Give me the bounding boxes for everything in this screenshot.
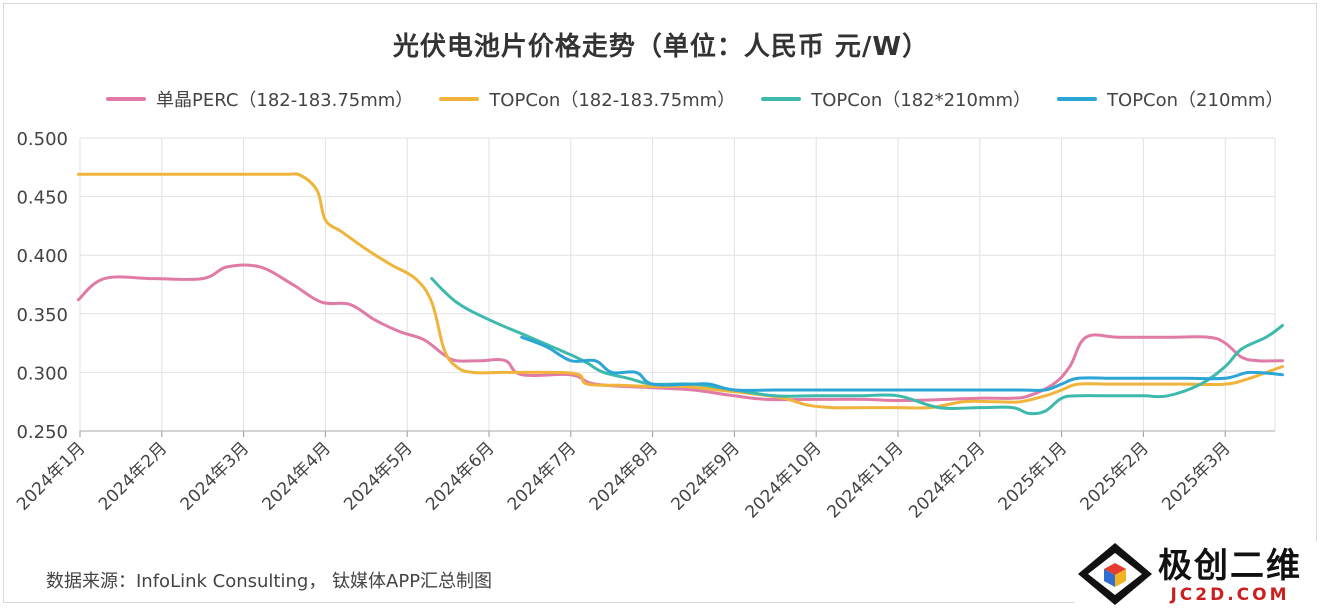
cube-logo-icon: [1078, 543, 1152, 605]
series-line-1: [76, 263, 1284, 402]
legend-swatch: [106, 97, 146, 101]
y-tick-label: 0.450: [16, 188, 68, 209]
chart-frame: [3, 3, 1317, 603]
series-line-4: [520, 335, 1284, 392]
y-tick-label: 0.300: [16, 363, 68, 384]
legend-item[interactable]: TOPCon（182*210mm）: [761, 86, 1031, 112]
x-tick-label: 2024年5月: [340, 438, 416, 514]
x-tick-label: 2024年2月: [95, 438, 171, 514]
y-tick-label: 0.250: [16, 422, 68, 443]
legend-item[interactable]: TOPCon（210mm）: [1057, 86, 1283, 112]
x-tick-label: 2024年7月: [504, 438, 580, 514]
legend-swatch: [761, 97, 802, 101]
y-tick-label: 0.350: [16, 305, 68, 326]
data-source-note: 数据来源：InfoLink Consulting， 钛媒体APP汇总制图: [46, 571, 493, 592]
legend-swatch: [439, 97, 480, 101]
legend-item[interactable]: TOPCon（182-183.75mm）: [439, 86, 735, 112]
chart-title: 光伏电池片价格走势（单位：人民币 元/W）: [392, 32, 930, 62]
y-tick-label: 0.400: [16, 246, 68, 267]
x-tick-label: 2024年9月: [668, 438, 744, 514]
x-tick-label: 2025年2月: [1077, 438, 1153, 514]
legend-label: TOPCon（182-183.75mm）: [489, 90, 736, 111]
x-tick-label: 2024年3月: [177, 438, 253, 514]
x-tick-label: 2024年6月: [422, 438, 498, 514]
y-tick-label: 0.500: [16, 129, 68, 150]
watermark-logo: 极创二维 JC2D.COM: [1074, 541, 1322, 608]
chart-legend: 单晶PERC（182-183.75mm） TOPCon（182-183.75mm）…: [106, 86, 1283, 112]
watermark-domain: JC2D.COM: [1170, 584, 1290, 605]
x-tick-label: 2025年3月: [1158, 438, 1234, 514]
legend-label: 单晶PERC（182-183.75mm）: [156, 90, 414, 111]
series-line-3: [430, 277, 1284, 416]
series-line-2: [76, 172, 1284, 410]
x-tick-label: 2024年8月: [586, 438, 662, 514]
legend-label: TOPCon（210mm）: [1107, 90, 1284, 111]
legend-swatch: [1057, 97, 1098, 101]
x-tick-label: 2024年11月: [823, 438, 907, 522]
legend-item[interactable]: 单晶PERC（182-183.75mm）: [106, 86, 413, 112]
legend-label: TOPCon（182*210mm）: [811, 90, 1032, 111]
x-tick-label: 2024年10月: [742, 438, 826, 522]
x-tick-label: 2024年4月: [259, 438, 335, 514]
x-tick-label: 2024年12月: [905, 438, 989, 522]
watermark-name: 极创二维: [1158, 545, 1302, 586]
x-tick-label: 2024年1月: [13, 438, 89, 514]
x-tick-label: 2025年1月: [995, 438, 1071, 514]
